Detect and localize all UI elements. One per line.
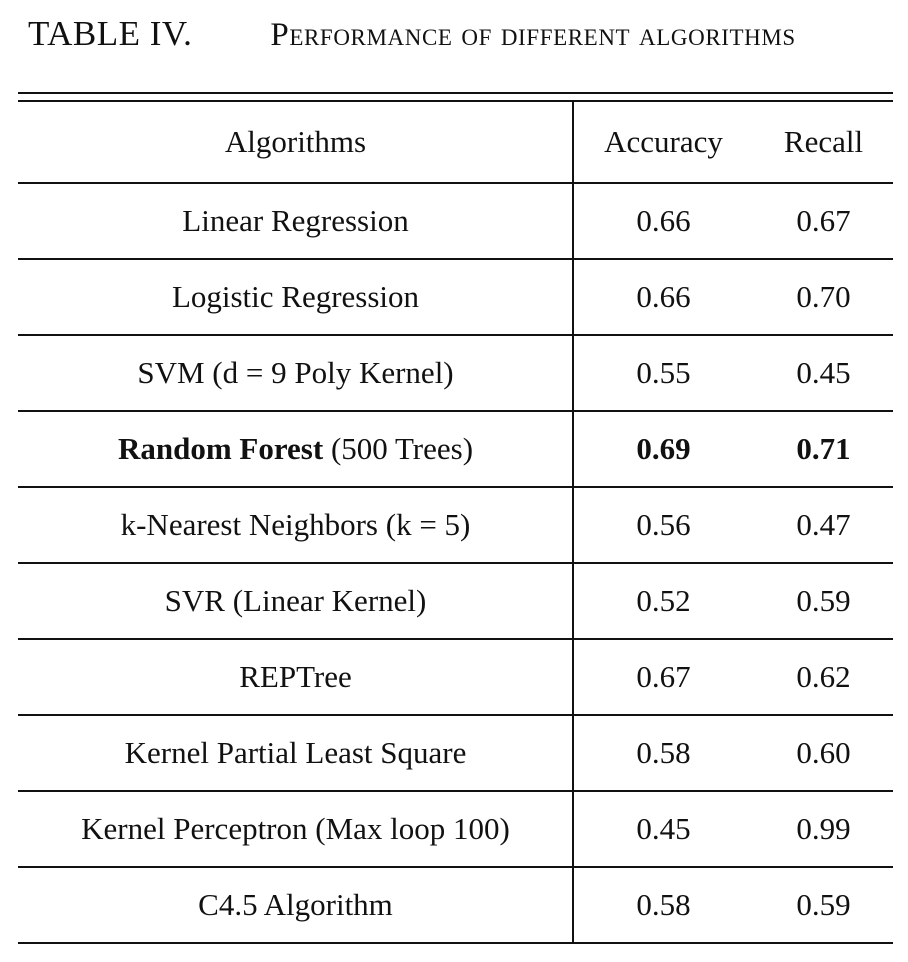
cell-recall: 0.70 <box>796 279 851 314</box>
cell-accuracy: 0.58 <box>636 735 691 770</box>
algorithm-name: Kernel Partial Least Square <box>124 735 467 770</box>
algorithm-name: C4.5 Algorithm <box>198 887 393 922</box>
cell-algorithm: Logistic Regression <box>18 260 573 334</box>
table-label: TABLE IV. <box>28 14 193 53</box>
cell-algorithm: Kernel Perceptron (Max loop 100) <box>18 792 573 866</box>
cell-recall: 0.60 <box>796 735 851 770</box>
cell-recall: 0.59 <box>796 887 851 922</box>
table-row: Linear Regression 0.66 0.67 <box>18 184 893 260</box>
column-divider <box>572 102 574 942</box>
table-title: Performance of different algorithms <box>270 17 796 53</box>
header-recall: Recall <box>783 124 864 159</box>
algorithm-name: Logistic Regression <box>171 279 420 314</box>
cell-algorithm: Kernel Partial Least Square <box>18 716 573 790</box>
header-accuracy: Accuracy <box>604 124 723 159</box>
cell-accuracy: 0.56 <box>636 507 691 542</box>
table-caption: TABLE IV. Performance of different algor… <box>28 14 898 64</box>
cell-recall: 0.59 <box>796 583 851 618</box>
cell-algorithm: k-Nearest Neighbors (k = 5) <box>18 488 573 562</box>
cell-accuracy: 0.52 <box>636 583 691 618</box>
cell-recall: 0.62 <box>796 659 851 694</box>
algorithm-name: Kernel Perceptron (Max loop 100) <box>81 811 510 846</box>
algorithm-name: k-Nearest Neighbors (k = 5) <box>120 507 471 542</box>
top-rule <box>18 92 893 94</box>
algorithm-name: SVM (d = 9 Poly Kernel) <box>137 355 454 390</box>
algorithm-name: Random Forest <box>117 431 324 466</box>
table-row: SVM (d = 9 Poly Kernel) 0.55 0.45 <box>18 336 893 412</box>
table-row: Kernel Perceptron (Max loop 100) 0.45 0.99 <box>18 792 893 868</box>
algorithm-name: Linear Regression <box>182 203 409 238</box>
cell-algorithm: C4.5 Algorithm <box>18 868 573 942</box>
cell-accuracy: 0.66 <box>636 203 691 238</box>
cell-recall: 0.47 <box>796 507 851 542</box>
table-row: k-Nearest Neighbors (k = 5) 0.56 0.47 <box>18 488 893 564</box>
table-row: SVR (Linear Kernel) 0.52 0.59 <box>18 564 893 640</box>
cell-recall: 0.71 <box>796 431 851 466</box>
cell-algorithm: REPTree <box>18 640 573 714</box>
cell-accuracy: 0.45 <box>636 811 691 846</box>
table-row: C4.5 Algorithm 0.58 0.59 <box>18 868 893 944</box>
table-row: Random Forest (500 Trees) 0.69 0.71 <box>18 412 893 488</box>
cell-accuracy: 0.58 <box>636 887 691 922</box>
cell-recall: 0.45 <box>796 355 851 390</box>
cell-accuracy: 0.67 <box>636 659 691 694</box>
cell-algorithm: Random Forest (500 Trees) <box>18 412 573 486</box>
header-row: Algorithms Accuracy Recall <box>18 102 893 184</box>
header-algorithms: Algorithms <box>224 124 367 159</box>
top-rule-inner <box>18 100 893 102</box>
algorithm-name: REPTree <box>239 659 352 694</box>
cell-algorithm: SVM (d = 9 Poly Kernel) <box>18 336 573 410</box>
cell-accuracy: 0.66 <box>636 279 691 314</box>
cell-algorithm: SVR (Linear Kernel) <box>18 564 573 638</box>
table-row: Kernel Partial Least Square 0.58 0.60 <box>18 716 893 792</box>
table-row: Logistic Regression 0.66 0.70 <box>18 260 893 336</box>
algorithm-name: SVR (Linear Kernel) <box>164 583 427 618</box>
table-row: REPTree 0.67 0.62 <box>18 640 893 716</box>
cell-accuracy: 0.69 <box>636 431 691 466</box>
cell-recall: 0.67 <box>796 203 851 238</box>
cell-algorithm: Linear Regression <box>18 184 573 258</box>
algorithm-detail: (500 Trees) <box>323 431 474 466</box>
cell-accuracy: 0.55 <box>636 355 691 390</box>
cell-recall: 0.99 <box>796 811 851 846</box>
